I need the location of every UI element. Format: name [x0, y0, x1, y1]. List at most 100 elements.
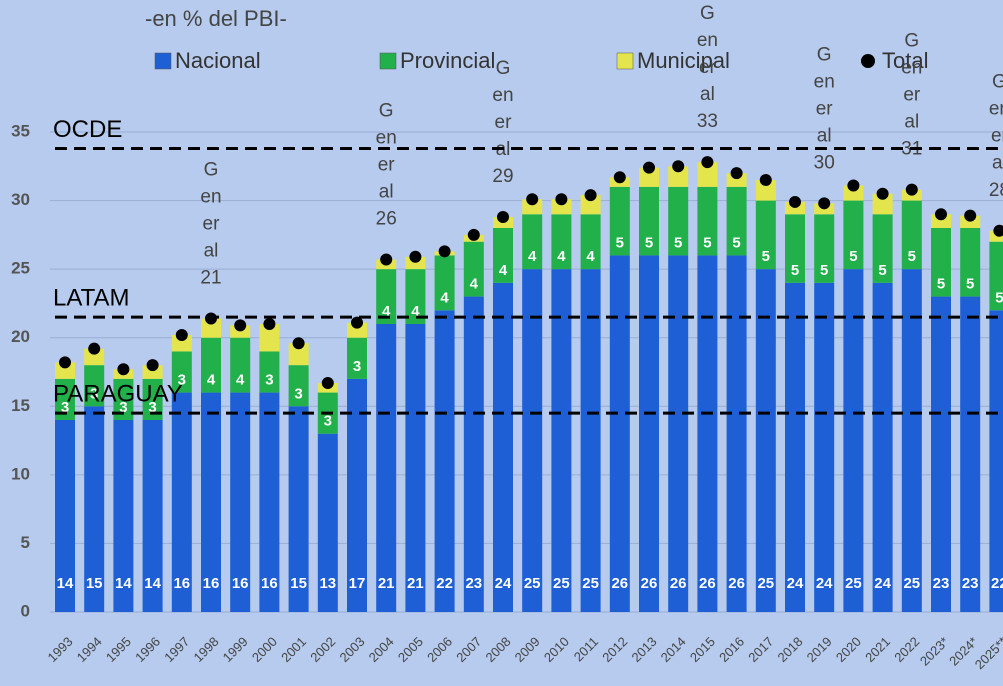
prefix-line: en: [989, 99, 1003, 120]
total-dot: [175, 328, 188, 341]
total-dot: [584, 189, 597, 202]
prefix-line: al: [817, 125, 832, 146]
bar-value-label: 3: [148, 399, 156, 416]
bar-value-label: 15: [86, 575, 103, 592]
y-tick-label: 20: [11, 327, 30, 346]
total-dot: [526, 193, 539, 206]
bar-value-label: 5: [908, 248, 916, 265]
bar-segment: [872, 214, 893, 283]
total-dot: [905, 183, 918, 196]
bar-segment: [726, 173, 747, 187]
bar-segment: [639, 167, 659, 187]
total-value-label: 29: [492, 166, 513, 187]
prefix-line: al: [379, 182, 394, 203]
reference-label: PARAGUAY: [53, 380, 183, 407]
bar-segment: [872, 193, 893, 215]
prefix-line: G: [204, 160, 219, 181]
total-dot: [759, 174, 772, 186]
bar-value-label: 5: [616, 234, 624, 251]
bar-value-label: 4: [411, 303, 420, 320]
bar-value-label: 23: [933, 575, 950, 592]
total-value-label: 26: [376, 209, 397, 230]
bar-value-label: 5: [645, 234, 653, 251]
x-tick-label: 2007: [453, 634, 484, 665]
total-dot: [117, 363, 130, 376]
bar-value-label: 3: [265, 372, 273, 389]
bar-value-label: 4: [557, 248, 566, 265]
bar-value-label: 16: [261, 575, 278, 592]
x-tick-label: 2020: [833, 634, 864, 665]
legend-label: Nacional: [175, 48, 261, 73]
x-tick-label: 1994: [74, 634, 105, 665]
bar-segment: [901, 200, 922, 270]
bar-value-label: 4: [207, 372, 216, 389]
bar-value-label: 22: [436, 575, 453, 592]
prefix-line: en: [200, 187, 221, 208]
x-tick-label: 2011: [571, 634, 601, 664]
bar-segment: [84, 406, 105, 612]
total-dot: [701, 156, 714, 169]
bar-value-label: 5: [791, 262, 799, 279]
bar-value-label: 3: [119, 399, 127, 416]
prefix-line: al: [700, 84, 715, 105]
bar-segment: [697, 186, 718, 256]
bar-value-label: 4: [470, 276, 479, 293]
bar-segment: [142, 378, 163, 420]
bar-segment: [785, 282, 805, 612]
reference-label: OCDE: [53, 116, 122, 143]
bar-value-label: 3: [324, 413, 332, 430]
bar-value-label: 23: [465, 575, 482, 592]
total-dot: [409, 250, 422, 263]
bar-segment: [171, 351, 192, 393]
x-tick-label: 2001: [278, 634, 309, 665]
total-dot: [818, 197, 831, 210]
bar-value-label: 5: [703, 234, 711, 251]
bar-value-label: 25: [757, 575, 774, 592]
x-tick-label: 2005: [395, 634, 426, 665]
prefix-line: er: [991, 126, 1003, 147]
bar-segment: [989, 310, 1003, 612]
total-value-label: 30: [814, 152, 835, 173]
bar-segment: [785, 214, 805, 283]
bar-segment: [843, 185, 864, 201]
total-dot: [730, 167, 743, 180]
bar-segment: [726, 255, 747, 612]
bar-value-label: 21: [378, 575, 395, 592]
bar-segment: [405, 269, 426, 324]
total-dot: [789, 195, 801, 208]
x-tick-label: 1999: [220, 634, 251, 665]
bar-segment: [551, 199, 572, 215]
bar-segment: [347, 337, 367, 379]
bar-segment: [697, 255, 718, 612]
bar-segment: [843, 200, 864, 270]
x-tick-label: 2004: [366, 634, 397, 665]
x-tick-label: 1997: [161, 634, 192, 665]
total-dot: [876, 187, 889, 200]
bar-value-label: 24: [816, 575, 833, 592]
y-tick-label: 35: [11, 121, 30, 140]
bar-value-label: 15: [290, 575, 307, 592]
bar-segment: [201, 337, 221, 393]
x-tick-label: 2015: [687, 634, 718, 665]
bar-value-label: 26: [641, 575, 658, 592]
bar-segment: [434, 255, 455, 311]
bar-segment: [201, 392, 221, 612]
total-dot: [935, 208, 947, 221]
bar-value-label: 24: [787, 575, 804, 592]
bar-value-label: 5: [849, 248, 857, 265]
bar-segment: [347, 378, 367, 612]
bar-value-label: 13: [319, 575, 336, 592]
x-tick-label: 2019: [804, 634, 835, 665]
bar-value-label: 5: [995, 289, 1003, 306]
bar-value-label: 3: [294, 385, 302, 402]
x-tick-label: 2003: [336, 634, 367, 665]
bar-segment: [960, 296, 981, 612]
bar-segment: [434, 310, 455, 612]
bar-value-label: 25: [845, 575, 862, 592]
bar-value-label: 5: [966, 276, 974, 293]
bar-value-label: 5: [878, 262, 886, 279]
bar-segment: [113, 420, 134, 612]
